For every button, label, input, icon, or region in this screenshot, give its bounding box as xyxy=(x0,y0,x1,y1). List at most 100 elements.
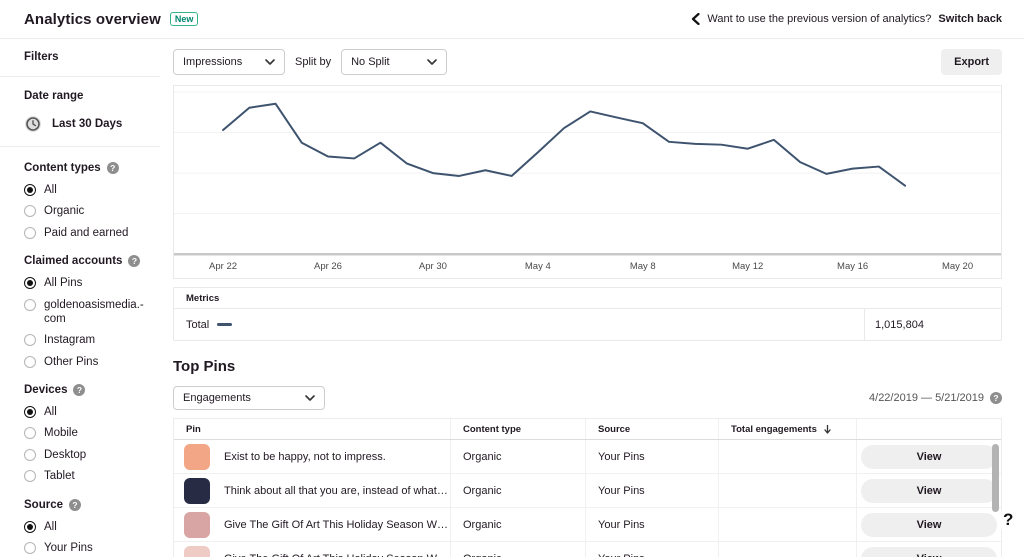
split-select[interactable]: No Split xyxy=(341,49,448,75)
radio-content-types-all[interactable]: All xyxy=(24,183,146,197)
content-type-cell: Organic xyxy=(450,508,585,541)
radio-label: Tablet xyxy=(44,470,75,483)
previous-version-text: Want to use the previous version of anal… xyxy=(707,13,932,25)
new-badge: New xyxy=(169,12,199,26)
table-scrollbar[interactable] xyxy=(992,444,999,512)
radio-icon xyxy=(24,205,36,218)
content-type-cell: Organic xyxy=(450,474,585,507)
help-icon[interactable]: ? xyxy=(128,255,141,268)
engagements-cell xyxy=(718,508,856,541)
impressions-line-chart: Apr 22 Apr 26 Apr 30 May 4 May 8 May 12 May 16… xyxy=(174,91,1001,272)
table-row: Exist to be happy, not to impress. Organi… xyxy=(174,440,1001,474)
metric-row-value: 1,015,804 xyxy=(864,309,1001,340)
svg-text:May 16: May 16 xyxy=(837,261,868,272)
pin-title: Give The Gift Of Art This Holiday Season… xyxy=(224,518,450,531)
filter-group-label: Devices xyxy=(24,384,68,396)
export-button[interactable]: Export xyxy=(941,49,1002,75)
help-icon[interactable]: ? xyxy=(106,162,119,174)
engagements-select[interactable]: Engagements xyxy=(173,386,325,410)
filter-group-claimed-accounts: Claimed accounts? All Pins goldenoasismedi… xyxy=(24,255,146,369)
help-icon[interactable]: ? xyxy=(990,392,1002,404)
radio-devices-tablet[interactable]: Tablet xyxy=(24,469,146,483)
pin-thumbnail xyxy=(184,443,210,470)
pin-cell[interactable]: Think about all that you are, instead of… xyxy=(174,477,450,504)
sort-descending-icon xyxy=(824,424,831,434)
chevron-down-icon xyxy=(265,59,275,65)
radio-label: Mobile xyxy=(44,427,78,440)
engagements-cell xyxy=(718,542,856,557)
view-button[interactable]: View xyxy=(861,512,997,537)
column-header-pin: Pin xyxy=(186,423,201,435)
pin-title: Exist to be happy, not to impress. xyxy=(224,450,386,463)
view-button[interactable]: View xyxy=(861,546,997,557)
date-range-button[interactable]: Last 30 Days xyxy=(24,115,146,133)
table-row: Give The Gift Of Art This Holiday Season… xyxy=(174,542,1001,557)
radio-label: Instagram xyxy=(44,334,96,347)
radio-devices-all[interactable]: All xyxy=(24,405,146,419)
sidebar-divider xyxy=(0,146,160,147)
pin-thumbnail xyxy=(184,477,210,504)
svg-text:Apr 26: Apr 26 xyxy=(314,261,342,272)
table-row: Give The Gift Of Art This Holiday Season… xyxy=(174,508,1001,542)
svg-text:May 12: May 12 xyxy=(732,261,763,272)
split-by-label: Split by xyxy=(295,56,332,68)
radio-source-all[interactable]: All xyxy=(24,520,146,534)
page-title: Analytics overview xyxy=(24,10,161,28)
help-button[interactable]: ? xyxy=(998,508,1019,532)
radio-label: All xyxy=(44,520,57,533)
column-header-actions xyxy=(856,419,1001,439)
engagements-cell xyxy=(718,474,856,507)
radio-devices-mobile[interactable]: Mobile xyxy=(24,426,146,440)
radio-icon xyxy=(24,184,36,196)
impressions-chart-card: Apr 22 Apr 26 Apr 30 May 4 May 8 May 12 May 16… xyxy=(173,85,1002,279)
pin-cell[interactable]: Give The Gift Of Art This Holiday Season… xyxy=(174,545,450,557)
metrics-row: Total 1,015,804 xyxy=(174,309,1001,340)
radio-label: goldenoasismedia.-com xyxy=(44,298,144,325)
source-cell: Your Pins xyxy=(585,440,718,473)
chart-controls: Impressions Split by No Split Export xyxy=(173,49,1002,75)
help-icon[interactable]: ? xyxy=(69,498,81,511)
radio-icon xyxy=(24,427,36,440)
metric-select[interactable]: Impressions xyxy=(173,49,285,75)
top-pins-heading: Top Pins xyxy=(173,358,236,375)
engagements-cell xyxy=(718,440,856,473)
chevron-down-icon xyxy=(305,395,315,401)
pin-thumbnail xyxy=(184,511,210,538)
column-header-total-engagements[interactable]: Total engagements xyxy=(718,419,856,439)
radio-icon xyxy=(24,277,36,290)
source-cell: Your Pins xyxy=(585,542,718,557)
help-icon[interactable]: ? xyxy=(73,384,86,396)
radio-claimed-accounts-goldenoasismedia-com[interactable]: goldenoasismedia.-com xyxy=(24,298,146,327)
radio-content-types-organic[interactable]: Organic xyxy=(24,204,146,218)
radio-icon xyxy=(24,406,36,418)
filter-groups: Content types? All Organic Paid and earned C… xyxy=(24,162,146,557)
filter-group-label: Source xyxy=(24,498,63,511)
view-button[interactable]: View xyxy=(861,478,997,503)
view-button[interactable]: View xyxy=(861,444,997,469)
clock-icon xyxy=(25,116,41,132)
svg-text:May 8: May 8 xyxy=(630,261,656,272)
radio-devices-desktop[interactable]: Desktop xyxy=(24,448,146,462)
top-pins-table: Pin Content type Source Total engagements E… xyxy=(173,418,1002,557)
radio-claimed-accounts-other-pins[interactable]: Other Pins xyxy=(24,355,146,369)
radio-icon xyxy=(24,541,36,554)
content-type-cell: Organic xyxy=(450,440,585,473)
metrics-table-header: Metrics xyxy=(174,288,1001,309)
switch-back-link[interactable]: Want to use the previous version of anal… xyxy=(691,13,1002,25)
filter-group-devices: Devices? All Mobile Desktop Tablet xyxy=(24,384,146,484)
pin-cell[interactable]: Exist to be happy, not to impress. xyxy=(174,443,450,470)
pin-thumbnail xyxy=(184,545,210,557)
radio-label: All xyxy=(44,184,57,196)
chevron-left-icon xyxy=(692,13,701,25)
radio-label: All Pins xyxy=(44,277,83,290)
pin-cell[interactable]: Give The Gift Of Art This Holiday Season… xyxy=(174,511,450,538)
main-content: Impressions Split by No Split Export Apr… xyxy=(160,39,1024,557)
radio-content-types-paid-and-earned[interactable]: Paid and earned xyxy=(24,226,146,240)
radio-label: Desktop xyxy=(44,448,87,461)
sidebar-divider xyxy=(0,76,160,77)
radio-source-your-pins[interactable]: Your Pins xyxy=(24,541,146,555)
filters-heading: Filters xyxy=(24,51,59,63)
radio-claimed-accounts-all-pins[interactable]: All Pins xyxy=(24,276,146,290)
radio-claimed-accounts-instagram[interactable]: Instagram xyxy=(24,333,146,347)
filter-group-label: Claimed accounts xyxy=(24,255,123,268)
